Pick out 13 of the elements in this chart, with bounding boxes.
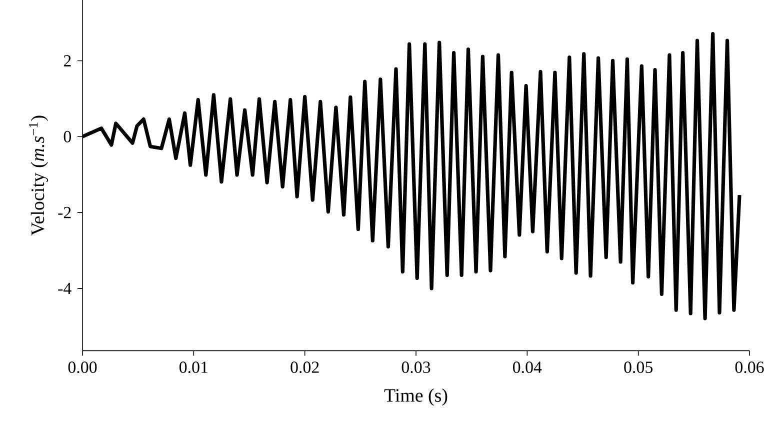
x-tick-label: 0.05 <box>624 362 652 374</box>
x-tick-label: 0.06 <box>735 362 764 374</box>
x-tick-label: 0.02 <box>290 362 319 374</box>
x-tick-label: 0.00 <box>68 362 97 374</box>
y-tick-label: -2 <box>58 206 71 218</box>
y-tick-label: 0 <box>64 130 72 142</box>
y-tick-label: 2 <box>64 55 71 66</box>
x-tick-label: 0.04 <box>512 362 542 374</box>
x-axis-title: Time (s) <box>384 388 448 406</box>
x-tick-label: 0.03 <box>402 362 430 374</box>
y-tick-label: -4 <box>58 282 72 294</box>
x-tick-label: 0.01 <box>179 362 208 374</box>
y-axis-title: Velocity (m.s$^{−1}$) <box>28 116 48 236</box>
